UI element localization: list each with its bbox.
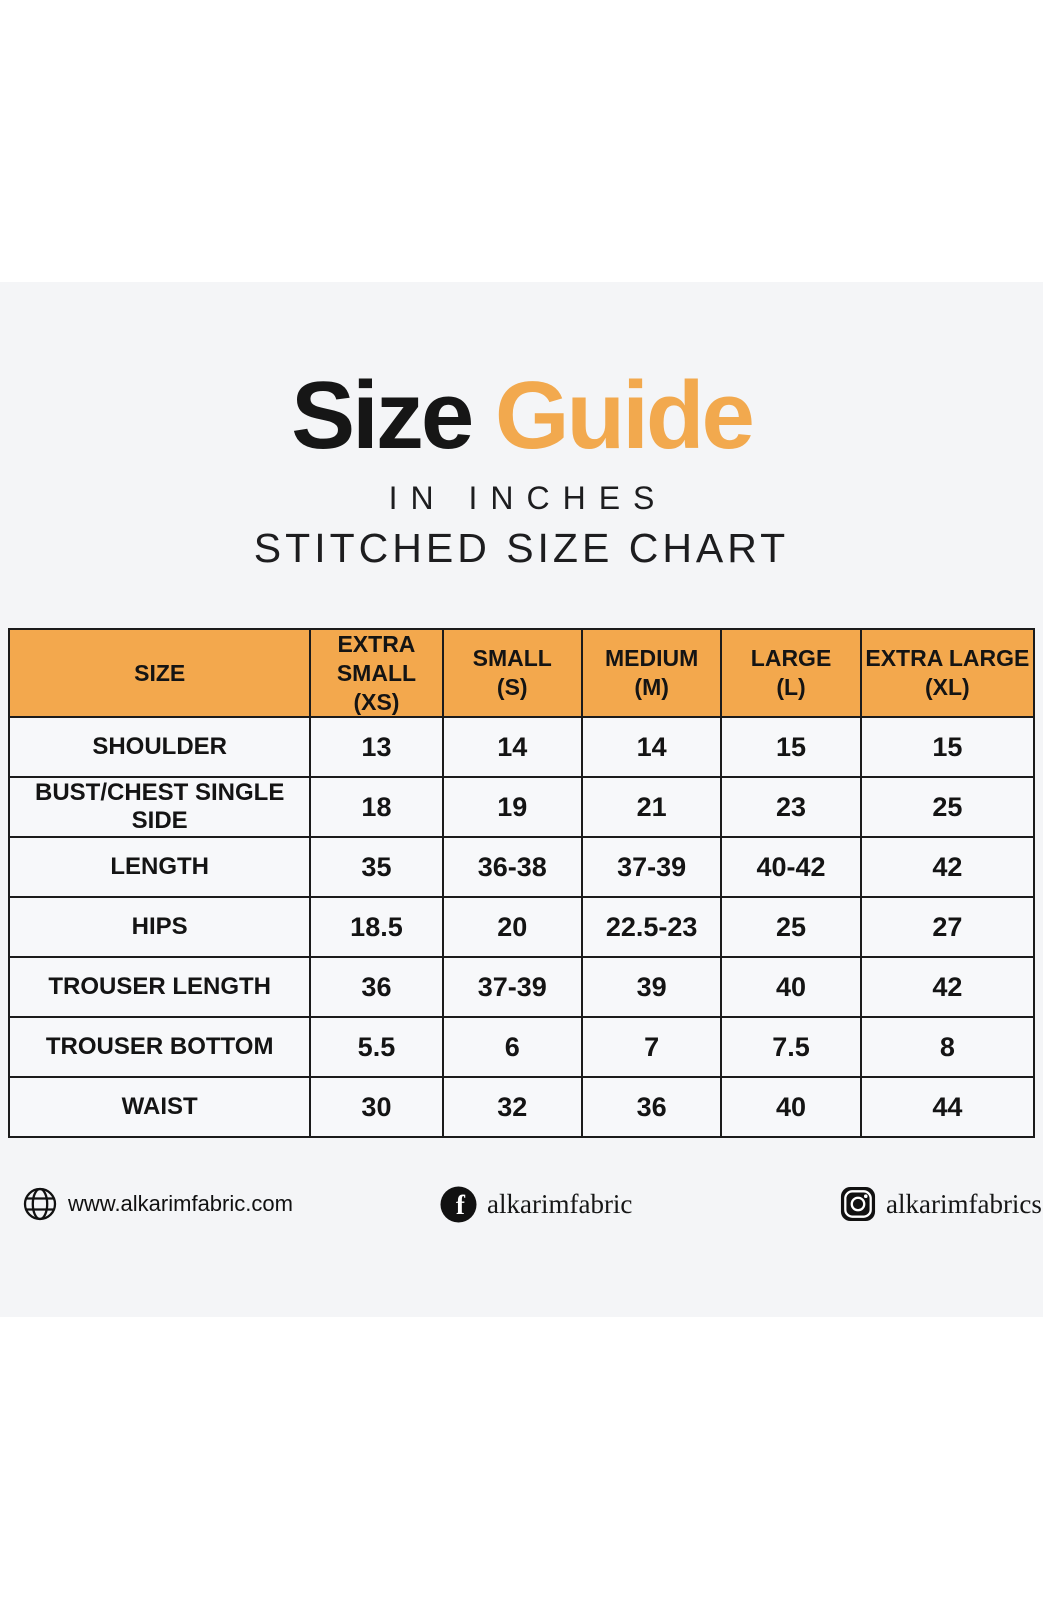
size-value-cell: 7.5 bbox=[720, 1016, 862, 1079]
measurement-label: TROUSER LENGTH bbox=[7, 956, 312, 1019]
size-chart-table: SIZE EXTRA SMALL (XS) SMALL (S) MEDIUM (… bbox=[7, 627, 1036, 1139]
size-table-body: SHOULDER 13 14 14 15 15 BUST/CHEST SINGLE SIDE… bbox=[7, 716, 1036, 1139]
instagram-icon bbox=[840, 1186, 876, 1222]
size-value-cell: 19 bbox=[441, 776, 583, 839]
size-value-cell: 22.5-23 bbox=[580, 896, 723, 959]
size-value-cell: 15 bbox=[720, 716, 862, 779]
svg-text:f: f bbox=[456, 1189, 466, 1219]
size-value-cell: 40 bbox=[720, 956, 862, 1019]
title-word-orange: Guide bbox=[494, 362, 755, 469]
size-value-cell: 13 bbox=[309, 716, 444, 779]
column-header-large: LARGE (L) bbox=[720, 627, 862, 719]
size-value-cell: 23 bbox=[720, 776, 862, 839]
size-value-cell: 27 bbox=[859, 896, 1036, 959]
size-value-cell: 14 bbox=[580, 716, 723, 779]
size-value-cell: 36 bbox=[580, 1076, 723, 1139]
table-row: TROUSER BOTTOM 5.5 6 7 7.5 8 bbox=[7, 1016, 1036, 1079]
table-header-row: SIZE EXTRA SMALL (XS) SMALL (S) MEDIUM (… bbox=[7, 627, 1036, 719]
size-value-cell: 36 bbox=[309, 956, 444, 1019]
website-url: www.alkarimfabric.com bbox=[68, 1191, 293, 1216]
size-value-cell: 42 bbox=[859, 836, 1036, 899]
size-value-cell: 6 bbox=[441, 1016, 583, 1079]
size-value-cell: 40 bbox=[720, 1076, 862, 1139]
instagram-contact: alkarimfabrics bbox=[840, 1184, 1042, 1224]
size-value-cell: 8 bbox=[859, 1016, 1036, 1079]
size-value-cell: 37-39 bbox=[441, 956, 583, 1019]
size-value-cell: 44 bbox=[859, 1076, 1036, 1139]
table-row: WAIST 30 32 36 40 44 bbox=[7, 1076, 1036, 1139]
measurement-label: BUST/CHEST SINGLE SIDE bbox=[7, 776, 312, 839]
size-value-cell: 21 bbox=[580, 776, 723, 839]
size-value-cell: 39 bbox=[580, 956, 723, 1019]
size-value-cell: 18 bbox=[309, 776, 444, 839]
table-row: BUST/CHEST SINGLE SIDE 18 19 21 23 25 bbox=[7, 776, 1036, 839]
facebook-handle: alkarimfabric bbox=[487, 1188, 633, 1219]
title-block: Size Guide IN INCHES STITCHED SIZE CHART bbox=[0, 368, 1043, 572]
size-value-cell: 25 bbox=[720, 896, 862, 959]
column-header-extra-small: EXTRA SMALL (XS) bbox=[309, 627, 444, 719]
size-value-cell: 42 bbox=[859, 956, 1036, 1019]
column-header-medium: MEDIUM (M) bbox=[580, 627, 723, 719]
size-value-cell: 32 bbox=[441, 1076, 583, 1139]
facebook-contact: f alkarimfabric bbox=[440, 1184, 632, 1224]
size-value-cell: 14 bbox=[441, 716, 583, 779]
measurement-label: WAIST bbox=[7, 1076, 312, 1139]
table-row: HIPS 18.5 20 22.5-23 25 27 bbox=[7, 896, 1036, 959]
table-row: LENGTH 35 36-38 37-39 40-42 42 bbox=[7, 836, 1036, 899]
column-header-small: SMALL (S) bbox=[441, 627, 583, 719]
measurement-label: SHOULDER bbox=[7, 716, 312, 779]
globe-icon bbox=[22, 1186, 58, 1222]
facebook-icon: f bbox=[440, 1185, 477, 1223]
size-value-cell: 25 bbox=[859, 776, 1036, 839]
size-value-cell: 36-38 bbox=[441, 836, 583, 899]
column-header-size: SIZE bbox=[7, 627, 312, 719]
table-row: TROUSER LENGTH 36 37-39 39 40 42 bbox=[7, 956, 1036, 1019]
instagram-handle: alkarimfabrics bbox=[886, 1188, 1042, 1219]
subtitle-in-inches: IN INCHES bbox=[388, 480, 668, 516]
size-value-cell: 37-39 bbox=[580, 836, 723, 899]
size-value-cell: 7 bbox=[580, 1016, 723, 1079]
page-title: Size Guide bbox=[0, 368, 1043, 464]
measurement-label: LENGTH bbox=[7, 836, 312, 899]
size-value-cell: 30 bbox=[309, 1076, 444, 1139]
size-value-cell: 15 bbox=[859, 716, 1036, 779]
size-value-cell: 20 bbox=[441, 896, 583, 959]
table-row: SHOULDER 13 14 14 15 15 bbox=[7, 716, 1036, 779]
size-value-cell: 35 bbox=[309, 836, 444, 899]
measurement-label: TROUSER BOTTOM bbox=[7, 1016, 312, 1079]
size-value-cell: 40-42 bbox=[720, 836, 862, 899]
measurement-label: HIPS bbox=[7, 896, 312, 959]
size-value-cell: 18.5 bbox=[309, 896, 444, 959]
website-contact: www.alkarimfabric.com bbox=[22, 1184, 293, 1224]
title-word-black: Size bbox=[291, 362, 474, 469]
subtitle-stitched-size-chart: STITCHED SIZE CHART bbox=[253, 525, 790, 571]
column-header-extra-large: EXTRA LARGE (XL) bbox=[859, 627, 1036, 719]
size-value-cell: 5.5 bbox=[309, 1016, 444, 1079]
